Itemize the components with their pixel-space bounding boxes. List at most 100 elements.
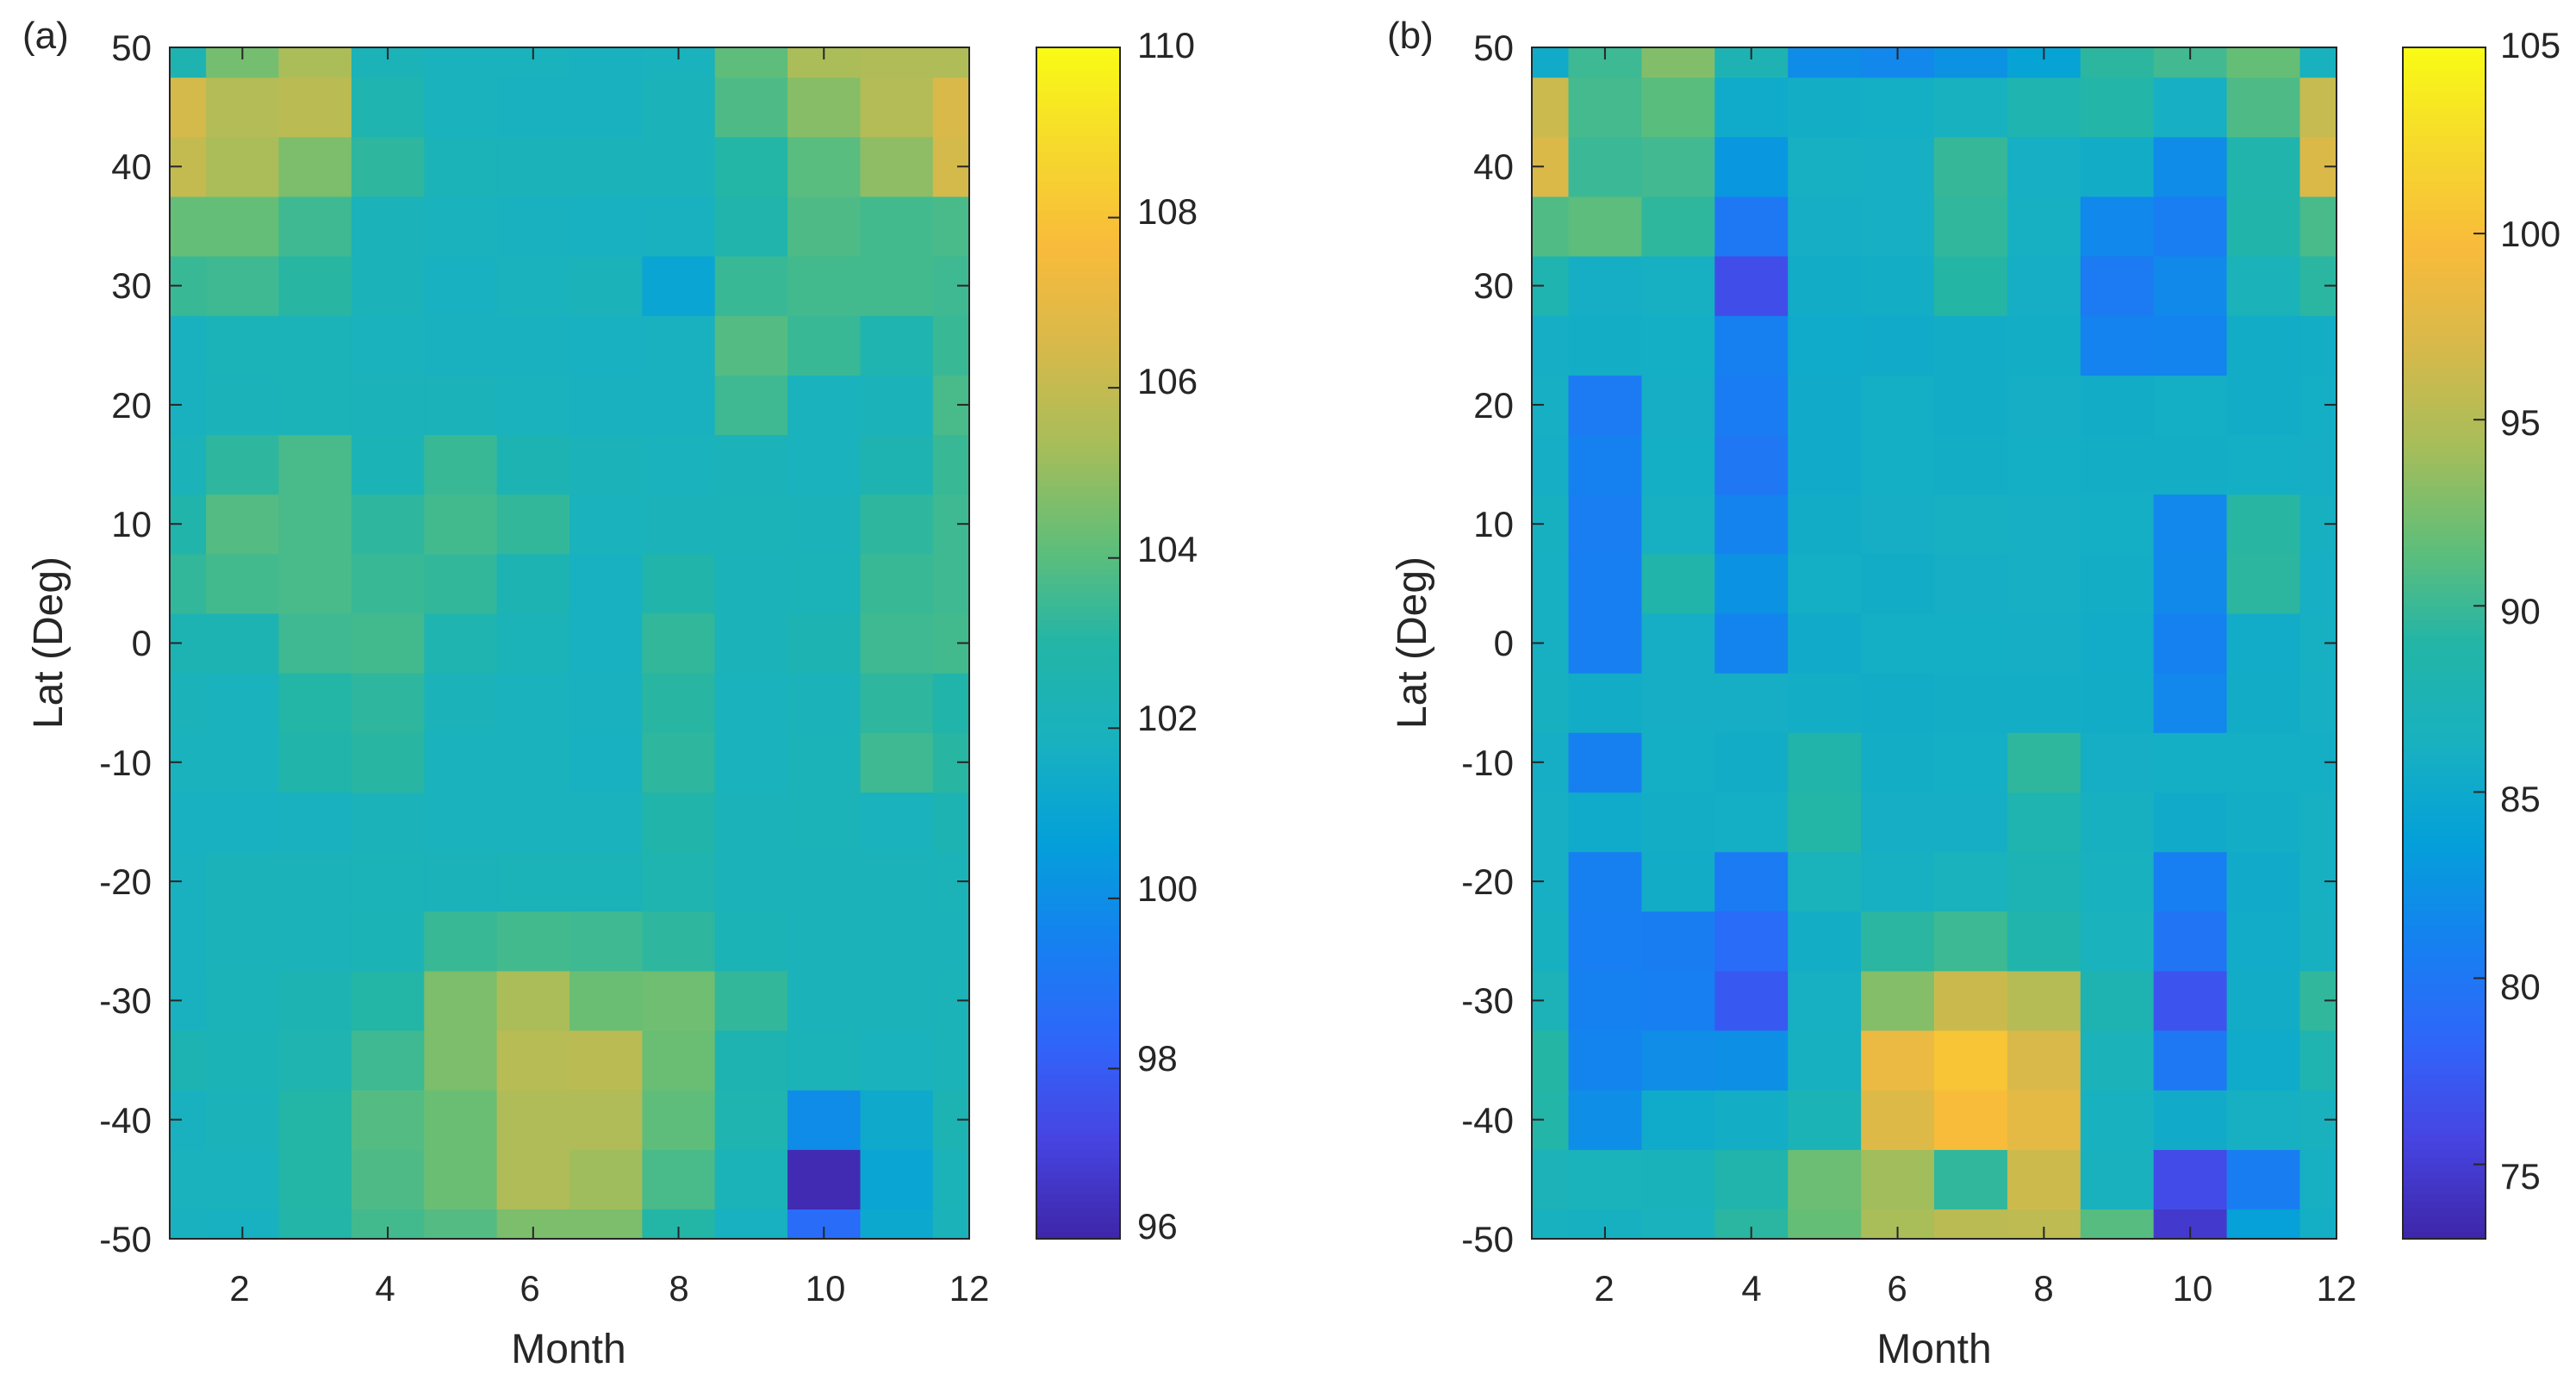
colorbar-swatch: [1036, 680, 1120, 688]
colorbar-swatch: [2403, 896, 2486, 905]
colorbar-swatch: [2403, 665, 2486, 674]
heatmap-cell: [569, 315, 643, 376]
heatmap-cell: [206, 553, 280, 614]
heatmap-cell: [351, 494, 425, 555]
colorbar-swatch: [2403, 1000, 2486, 1009]
heatmap-cell: [2153, 1149, 2228, 1209]
colorbar-swatch: [2403, 948, 2486, 957]
heatmap-cell: [714, 1149, 788, 1209]
heatmap-cell: [642, 673, 716, 733]
colorbar-swatch: [1036, 173, 1120, 183]
colorbar-swatch: [1036, 248, 1120, 257]
heatmap-cell: [1861, 911, 1935, 972]
heatmap-cell: [642, 911, 716, 972]
heatmap-cell: [642, 434, 716, 495]
heatmap-cell: [787, 553, 862, 614]
colorbar-swatch: [2403, 904, 2486, 912]
heatmap-cell: [496, 494, 570, 555]
heatmap-cell: [1568, 792, 1642, 853]
colorbar-swatch: [1036, 925, 1120, 935]
panel-b-colorbar-frame: [2402, 47, 2486, 1240]
colorbar-swatch: [2403, 992, 2486, 1001]
heatmap-cell: [642, 196, 716, 257]
heatmap-cell: [860, 315, 934, 376]
heatmap-cell: [714, 911, 788, 972]
colorbar-swatch: [1036, 606, 1120, 614]
heatmap-cell: [2226, 1030, 2301, 1091]
heatmap-cell: [2153, 911, 2228, 972]
heatmap-cell: [2080, 375, 2155, 435]
colorbar-swatch: [2403, 107, 2486, 115]
heatmap-cell: [1568, 77, 1642, 138]
heatmap-cell: [1788, 256, 1862, 316]
heatmap-cell: [1641, 47, 1715, 78]
colorbar-swatch: [1036, 732, 1120, 741]
colorbar-swatch: [1036, 412, 1120, 420]
heatmap-cell: [1861, 256, 1935, 316]
heatmap-cell: [932, 434, 970, 495]
colorbar-swatch: [2403, 673, 2486, 681]
heatmap-cell: [2153, 732, 2228, 793]
colorbar-swatch: [1036, 881, 1120, 890]
panel-a-x-tick: 8: [669, 1268, 688, 1309]
heatmap-cell: [424, 494, 498, 555]
colorbar-swatch: [1036, 203, 1120, 212]
heatmap-cell: [860, 196, 934, 257]
colorbar-swatch: [1036, 829, 1120, 837]
heatmap-cell: [496, 970, 570, 1031]
colorbar-swatch: [1036, 755, 1120, 763]
heatmap-cell: [206, 792, 280, 853]
heatmap-cell: [424, 612, 498, 674]
heatmap-cell: [569, 256, 643, 316]
heatmap-cell: [569, 77, 643, 138]
colorbar-swatch: [1036, 695, 1120, 704]
colorbar-swatch: [2403, 784, 2486, 793]
heatmap-cell: [351, 970, 425, 1031]
heatmap-cell: [2007, 256, 2081, 316]
heatmap-cell: [1641, 970, 1715, 1031]
heatmap-cell: [2080, 196, 2155, 257]
heatmap-cell: [642, 494, 716, 555]
panel-a-label: (a): [22, 15, 69, 57]
heatmap-cell: [278, 612, 352, 674]
colorbar-swatch: [2403, 978, 2486, 986]
panel-b-y-tick: 20: [1473, 385, 1514, 426]
heatmap-cell: [424, 732, 498, 793]
heatmap-cell: [1934, 136, 2008, 197]
colorbar-swatch: [2403, 612, 2486, 622]
colorbar-swatch: [2403, 1023, 2486, 1031]
heatmap-cell: [1641, 77, 1715, 138]
heatmap-cell: [1641, 315, 1715, 376]
colorbar-swatch: [1036, 598, 1120, 606]
colorbar-swatch: [2403, 330, 2486, 339]
colorbar-swatch: [1036, 218, 1120, 227]
heatmap-cell: [1641, 911, 1715, 972]
heatmap-cell: [351, 673, 425, 733]
colorbar-swatch: [2403, 1172, 2486, 1180]
heatmap-cell: [1568, 375, 1642, 435]
colorbar-swatch: [1036, 457, 1120, 465]
heatmap-cell: [496, 851, 570, 912]
colorbar-swatch: [2403, 575, 2486, 584]
colorbar-swatch: [1036, 575, 1120, 584]
heatmap-cell: [1934, 970, 2008, 1031]
colorbar-swatch: [1036, 107, 1120, 115]
colorbar-swatch: [1036, 479, 1120, 488]
colorbar-swatch: [1036, 843, 1120, 853]
heatmap-cell: [860, 1090, 934, 1150]
colorbar-swatch: [2403, 695, 2486, 704]
colorbar-swatch: [2403, 1127, 2486, 1135]
heatmap-cell: [1641, 1209, 1715, 1240]
heatmap-cell: [714, 315, 788, 376]
colorbar-swatch: [1036, 144, 1120, 152]
colorbar-swatch: [2403, 702, 2486, 711]
colorbar-swatch: [2403, 888, 2486, 897]
heatmap-cell: [2007, 77, 2081, 138]
heatmap-cell: [642, 256, 716, 316]
heatmap-cell: [642, 315, 716, 376]
colorbar-swatch: [1036, 978, 1120, 986]
colorbar-swatch: [2403, 479, 2486, 488]
heatmap-cell: [1641, 375, 1715, 435]
heatmap-cell: [278, 47, 352, 78]
heatmap-cell: [1788, 792, 1862, 853]
